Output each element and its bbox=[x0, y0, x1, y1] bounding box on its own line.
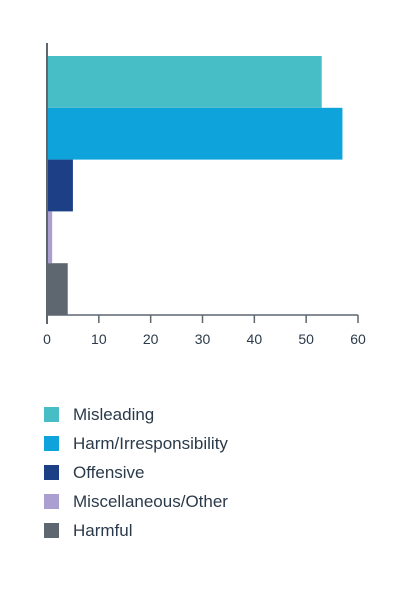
bar-harmful bbox=[47, 263, 68, 315]
legend-label: Harm/Irresponsibility bbox=[73, 433, 228, 453]
legend-swatch bbox=[44, 494, 59, 509]
legend-swatch bbox=[44, 436, 59, 451]
bar-miscellaneous-other bbox=[47, 211, 53, 264]
bar-offensive bbox=[47, 159, 73, 212]
legend-item-harm-irresponsibility: Harm/Irresponsibility bbox=[44, 429, 384, 458]
legend-label: Harmful bbox=[73, 520, 133, 540]
x-tick-label: 60 bbox=[350, 331, 366, 347]
x-tick-label: 10 bbox=[91, 331, 107, 347]
bar-harm-irresponsibility bbox=[47, 107, 343, 160]
legend-swatch bbox=[44, 407, 59, 422]
x-tick-label: 0 bbox=[43, 331, 51, 347]
legend-item-harmful: Harmful bbox=[44, 516, 384, 545]
legend-swatch bbox=[44, 465, 59, 480]
x-tick-label: 30 bbox=[195, 331, 211, 347]
legend-item-offensive: Offensive bbox=[44, 458, 384, 487]
bar-chart: 0 10 20 30 40 50 60 bbox=[43, 43, 366, 347]
legend-label: Misleading bbox=[73, 404, 155, 424]
bar-misleading bbox=[47, 56, 322, 108]
x-ticks-group: 0 10 20 30 40 50 60 bbox=[43, 315, 366, 347]
legend-item-misleading: Misleading bbox=[44, 400, 384, 429]
bars-group bbox=[47, 56, 343, 315]
legend: Misleading Harm/Irresponsibility Offensi… bbox=[44, 400, 384, 545]
x-tick-label: 50 bbox=[298, 331, 314, 347]
x-tick-label: 20 bbox=[143, 331, 159, 347]
legend-label: Offensive bbox=[73, 462, 145, 482]
legend-item-miscellaneous-other: Miscellaneous/Other bbox=[44, 487, 384, 516]
legend-label: Miscellaneous/Other bbox=[73, 491, 228, 511]
x-tick-label: 40 bbox=[247, 331, 263, 347]
legend-swatch bbox=[44, 523, 59, 538]
